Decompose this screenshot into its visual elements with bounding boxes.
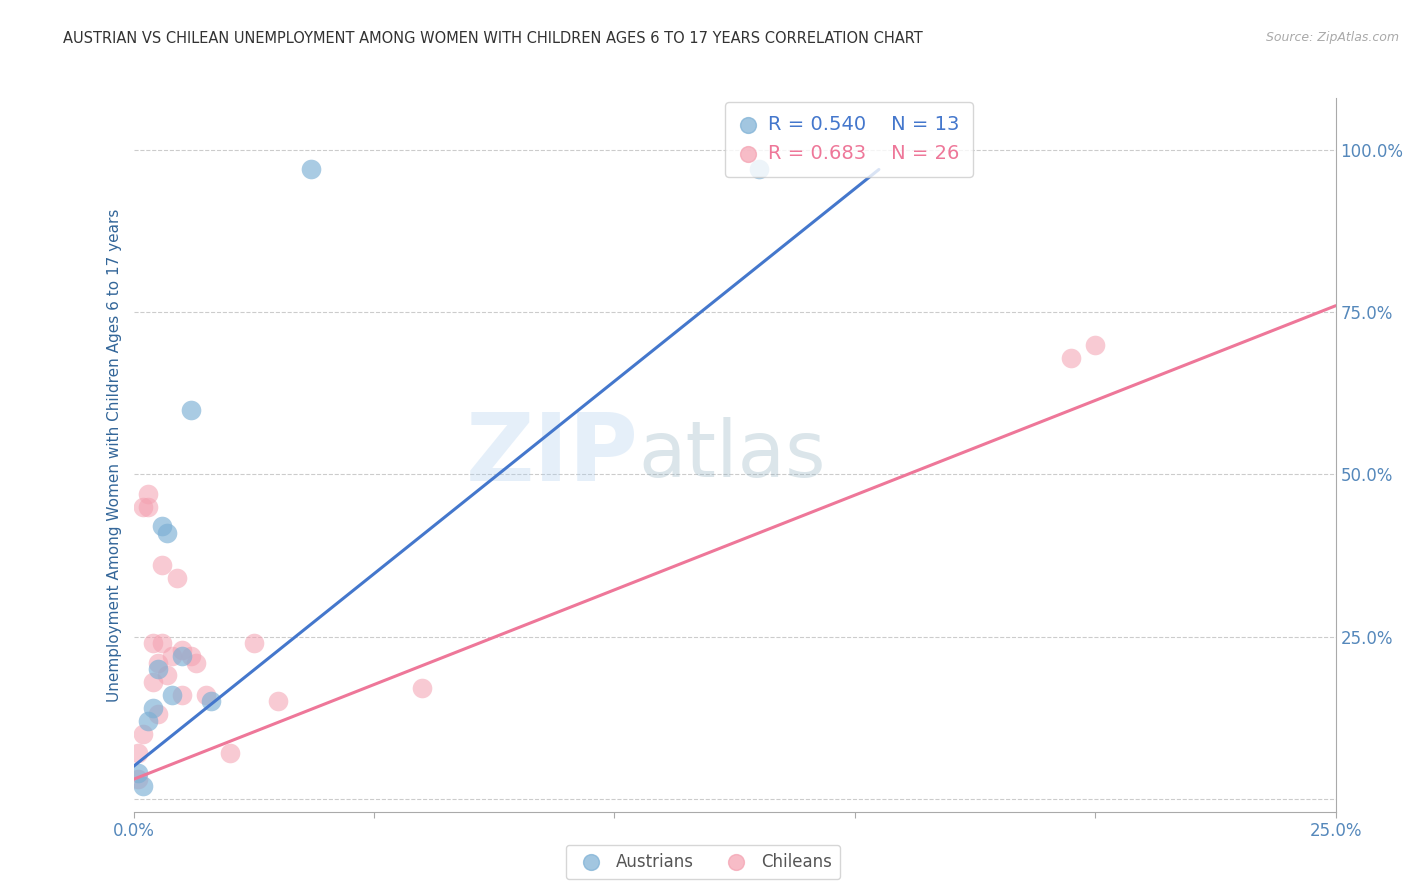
Point	[142, 675, 165, 690]
Point	[136, 487, 159, 501]
Point	[142, 701, 165, 715]
Point	[1084, 337, 1107, 351]
Y-axis label: Unemployment Among Women with Children Ages 6 to 17 years: Unemployment Among Women with Children A…	[107, 208, 122, 702]
Point	[146, 656, 169, 670]
Point	[127, 765, 149, 780]
Point	[146, 662, 169, 676]
Legend: R = 0.540    N = 13, R = 0.683    N = 26: R = 0.540 N = 13, R = 0.683 N = 26	[725, 102, 973, 177]
Point	[301, 162, 323, 177]
Point	[127, 747, 149, 761]
Point	[166, 571, 188, 585]
Point	[160, 688, 183, 702]
Point	[218, 747, 240, 761]
Point	[152, 636, 174, 650]
Text: Source: ZipAtlas.com: Source: ZipAtlas.com	[1265, 31, 1399, 45]
Point	[142, 636, 165, 650]
Point	[132, 779, 155, 793]
Point	[146, 707, 169, 722]
Point	[1060, 351, 1083, 365]
Text: AUSTRIAN VS CHILEAN UNEMPLOYMENT AMONG WOMEN WITH CHILDREN AGES 6 TO 17 YEARS CO: AUSTRIAN VS CHILEAN UNEMPLOYMENT AMONG W…	[63, 31, 922, 46]
Text: atlas: atlas	[638, 417, 825, 493]
Point	[267, 694, 290, 708]
Point	[170, 642, 193, 657]
Point	[136, 714, 159, 728]
Legend: Austrians, Chileans: Austrians, Chileans	[567, 845, 839, 880]
Point	[156, 525, 179, 540]
Point	[156, 668, 179, 682]
Point	[170, 688, 193, 702]
Point	[152, 558, 174, 573]
Point	[180, 402, 202, 417]
Point	[132, 500, 155, 514]
Point	[411, 681, 433, 696]
Point	[170, 648, 193, 663]
Point	[748, 162, 770, 177]
Point	[180, 648, 202, 663]
Point	[200, 694, 222, 708]
Point	[132, 727, 155, 741]
Point	[243, 636, 266, 650]
Point	[194, 688, 217, 702]
Point	[184, 656, 207, 670]
Point	[160, 648, 183, 663]
Point	[127, 772, 149, 787]
Text: ZIP: ZIP	[465, 409, 638, 501]
Point	[136, 500, 159, 514]
Point	[152, 519, 174, 533]
